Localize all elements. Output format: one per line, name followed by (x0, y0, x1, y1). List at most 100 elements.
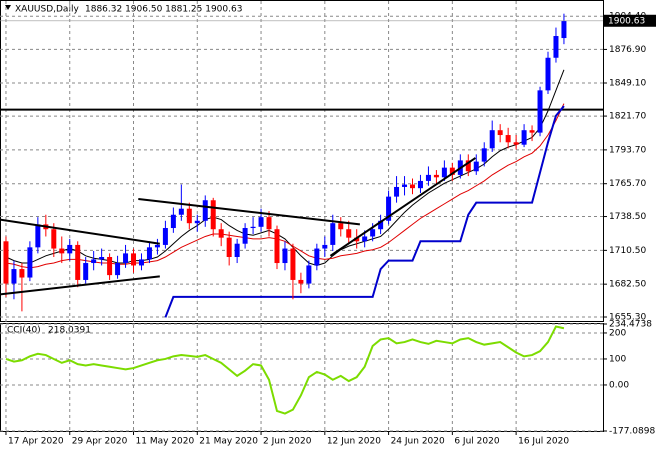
trendline (329, 157, 477, 257)
candle-body (162, 228, 168, 245)
y-tick-label: 1655.30 (609, 313, 646, 323)
candle-body (123, 253, 129, 264)
candle-body (186, 208, 192, 224)
candle-body (27, 247, 33, 278)
cci-line (5, 325, 565, 415)
y-tick-label: 1710.50 (609, 246, 646, 256)
x-tick-label: 12 Jun 2020 (327, 437, 381, 447)
candle-body (35, 224, 41, 248)
candle-body (178, 208, 184, 215)
trendline (138, 198, 361, 226)
candle-body (226, 237, 232, 257)
x-tick-label: 29 Apr 2020 (72, 437, 128, 447)
candle-body (354, 237, 360, 242)
candle-body (218, 229, 224, 238)
candle-body (465, 160, 471, 172)
chart-title: XAUUSD,Daily (15, 5, 79, 15)
y-tick-label: 1849.10 (609, 78, 646, 88)
x-tick-label: 2 Jun 2020 (263, 437, 312, 447)
y-tick-label: 1821.70 (609, 112, 646, 122)
candle-body (115, 263, 121, 276)
candle-body (242, 228, 248, 244)
x-tick-label: 16 Jul 2020 (518, 437, 569, 447)
candle-body (282, 248, 288, 264)
trendline (0, 275, 160, 296)
candle-body (473, 161, 479, 172)
candle-body (449, 167, 455, 175)
candle-body (362, 236, 368, 242)
y-tick-label: 1876.90 (609, 45, 646, 55)
candle-body (19, 269, 25, 278)
y-tick-label: 100 (609, 354, 626, 364)
candle-body (250, 226, 256, 229)
candle-body (210, 200, 216, 230)
y-tick-label: -177.0898 (609, 427, 655, 437)
candle-body (433, 174, 439, 178)
y-tick-label: 200 (609, 328, 626, 338)
cci-title: CCI(40) (7, 326, 41, 336)
y-tick-label: 0.00 (609, 380, 629, 390)
candle-body (330, 223, 336, 245)
candle-body (497, 130, 503, 136)
x-tick-label: 21 May 2020 (199, 437, 258, 447)
candle-body (274, 229, 280, 264)
candle-body (67, 244, 73, 254)
candle-body (91, 259, 97, 264)
candle-body (386, 196, 392, 221)
candle-body (75, 244, 81, 280)
candle-body (441, 167, 447, 178)
candle-body (394, 186, 400, 197)
menu-icon (5, 5, 11, 10)
indicator-line (164, 105, 565, 318)
candle-body (370, 229, 376, 237)
candle-body (59, 248, 65, 254)
candle-body (99, 257, 105, 260)
y-tick-label: 234.4738 (609, 320, 652, 330)
candle-body (258, 217, 264, 227)
indicator-line (5, 69, 565, 266)
candle-body (481, 148, 487, 162)
candle-body (3, 241, 9, 284)
candle-body (11, 269, 17, 284)
y-tick-label: 1682.50 (609, 280, 646, 290)
y-tick-label: 1765.70 (609, 179, 646, 189)
candle-body (425, 174, 431, 181)
x-tick-label: 6 Jul 2020 (454, 437, 499, 447)
candle-body (306, 265, 312, 284)
candle-body (489, 130, 495, 149)
price-label: 1900.63 (608, 16, 645, 26)
candle-body (561, 20, 567, 39)
ohlc-text: 1886.32 1906.50 1881.25 1900.63 (85, 5, 242, 15)
candle-body (545, 57, 551, 91)
candle-body (138, 259, 144, 266)
candle-body (51, 229, 57, 249)
candle-body (505, 135, 511, 143)
candle-body (553, 36, 559, 58)
candle-body (338, 223, 344, 230)
candle-body (529, 130, 535, 133)
candle-body (146, 247, 152, 260)
candle-body (537, 90, 543, 133)
y-tick-label: 1793.70 (609, 145, 646, 155)
price-box (604, 14, 656, 27)
candle-body (402, 184, 408, 187)
candle-body (131, 253, 137, 266)
x-tick-label: 11 May 2020 (136, 437, 195, 447)
trendline (0, 218, 160, 245)
main-frame (0, 0, 604, 322)
candle-body (234, 243, 240, 257)
candle-body (290, 248, 296, 280)
candle-body (154, 244, 160, 248)
candle-body (266, 217, 272, 230)
x-tick-label: 24 Jun 2020 (391, 437, 445, 447)
cci-value: 218.0391 (48, 326, 91, 336)
candle-body (513, 142, 519, 145)
candle-body (409, 184, 415, 189)
x-tick-label: 17 Apr 2020 (8, 437, 64, 447)
y-tick-label: 1738.50 (609, 212, 646, 222)
candle-body (417, 180, 423, 189)
candle-body (346, 229, 352, 238)
candle-body (202, 200, 208, 221)
